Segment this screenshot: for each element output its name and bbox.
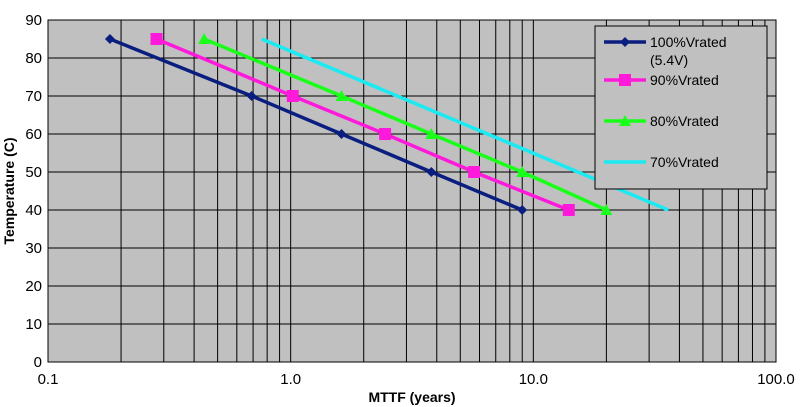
legend-label: 90%Vrated — [650, 72, 719, 88]
tick-labels: 0 10 20 30 40 50 60 70 80 90 0.1 1.0 10.0 100.0 — [25, 12, 794, 388]
data-point — [426, 167, 437, 177]
legend-marker — [619, 115, 631, 126]
y-axis-title: Temperature (C) — [1, 137, 17, 244]
data-point — [198, 33, 211, 44]
data-point — [425, 128, 438, 139]
x-tick-label: 100.0 — [757, 371, 795, 388]
x-axis-title: MTTF (years) — [368, 389, 455, 405]
series-3 — [198, 33, 613, 215]
data-point — [150, 33, 163, 45]
y-tick-label: 0 — [34, 354, 42, 371]
data-point — [246, 91, 257, 101]
data-point — [516, 166, 529, 177]
series-1 — [104, 34, 528, 215]
legend-marker — [619, 74, 631, 86]
data-point — [104, 34, 115, 44]
data-point — [600, 204, 613, 215]
y-tick-label: 10 — [25, 316, 42, 333]
y-tick-label: 60 — [25, 126, 42, 143]
data-point — [335, 90, 348, 101]
legend-marker — [620, 37, 630, 47]
y-tick-label: 90 — [25, 12, 42, 29]
series-2 — [150, 33, 575, 216]
data-point — [468, 166, 481, 178]
x-tick-label: 0.1 — [38, 371, 59, 388]
data-point — [336, 129, 347, 139]
legend-label: (5.4V) — [650, 52, 688, 68]
legend-label: 70%Vrated — [650, 154, 719, 170]
x-tick-label: 10.0 — [519, 371, 548, 388]
data-point — [517, 205, 528, 215]
y-tick-label: 20 — [25, 278, 42, 295]
x-tick-label: 1.0 — [280, 371, 301, 388]
y-tick-label: 80 — [25, 50, 42, 67]
data-point — [379, 128, 392, 140]
legend-label: 80%Vrated — [650, 113, 719, 129]
data-point — [286, 90, 299, 102]
y-tick-label: 30 — [25, 240, 42, 257]
legend: 100%Vrated (5.4V) 90%Vrated 80%Vrated 70%Vra… — [594, 25, 768, 190]
legend-label: 100%Vrated — [650, 34, 727, 50]
data-point — [562, 204, 575, 216]
y-tick-label: 70 — [25, 88, 42, 105]
y-tick-label: 50 — [25, 164, 42, 181]
y-tick-label: 40 — [25, 202, 42, 219]
